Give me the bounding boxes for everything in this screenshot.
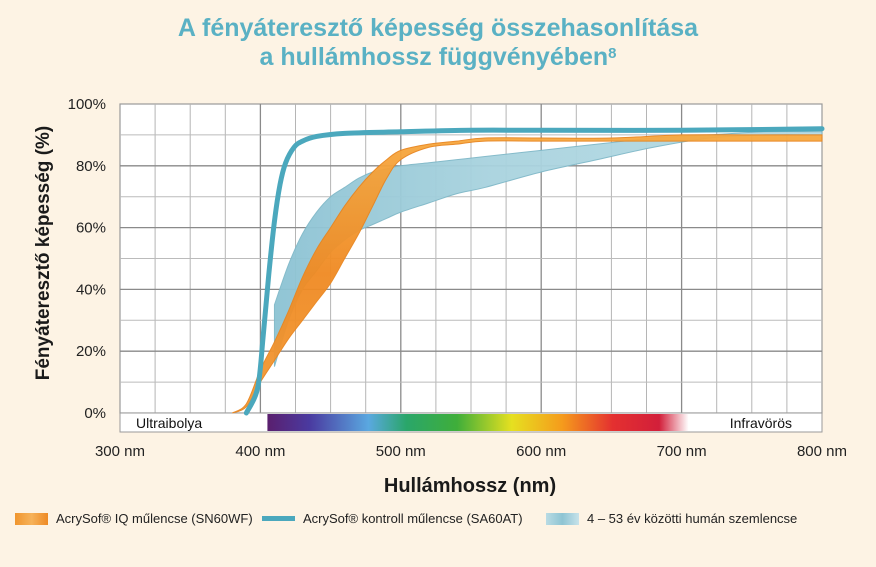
- spectrum-label-ir: Infravörös: [730, 415, 792, 431]
- y-tick-label: 0%: [84, 405, 106, 422]
- x-tick-label: 400 nm: [235, 443, 285, 460]
- x-tick-label: 700 nm: [657, 443, 707, 460]
- x-tick-label: 500 nm: [376, 443, 426, 460]
- legend-swatch-band: [546, 512, 579, 525]
- y-axis-label: Fényáteresztő képesség (%): [33, 125, 54, 381]
- visible-spectrum-bar: [267, 414, 689, 431]
- legend-item-control: AcrySof® kontroll műlencse (SA60AT): [262, 511, 523, 526]
- chart-title-footnote: 8: [608, 45, 617, 62]
- y-tick-label: 60%: [76, 220, 106, 237]
- spectrum-label-uv: Ultraibolya: [136, 415, 202, 431]
- x-tick-label: 300 nm: [95, 443, 145, 460]
- chart-title-line1: A fényáteresztő képesség összehasonlítás…: [177, 14, 699, 42]
- y-tick-label: 100%: [68, 96, 106, 113]
- legend-label-human: 4 – 53 év közötti humán szemlencse: [587, 511, 798, 526]
- series-acrysof-control-line: [243, 126, 825, 416]
- chart-title-line2: a hullámhossz függvényében8: [0, 43, 876, 72]
- x-tick-label: 800 nm: [797, 443, 847, 460]
- x-axis-label: Hullámhossz (nm): [383, 475, 557, 497]
- legend-swatch-blue: [262, 516, 295, 521]
- series-acrysof-iq-band: [232, 134, 823, 414]
- legend-item-iq: AcrySof® IQ műlencse (SN60WF): [15, 511, 253, 526]
- y-tick-label: 40%: [76, 281, 106, 298]
- legend-swatch-orange: [15, 512, 48, 525]
- legend: AcrySof® IQ műlencse (SN60WF) AcrySof® k…: [0, 511, 876, 531]
- legend-item-human: 4 – 53 év közötti humán szemlencse: [546, 511, 797, 526]
- y-tick-label: 80%: [76, 158, 106, 175]
- legend-label-control: AcrySof® kontroll műlencse (SA60AT): [303, 511, 523, 526]
- y-tick-label: 20%: [76, 343, 106, 360]
- chart-title-line2-text: a hullámhossz függvényében: [259, 43, 609, 71]
- x-tick-label: 600 nm: [516, 443, 566, 460]
- legend-label-iq: AcrySof® IQ műlencse (SN60WF): [56, 511, 253, 526]
